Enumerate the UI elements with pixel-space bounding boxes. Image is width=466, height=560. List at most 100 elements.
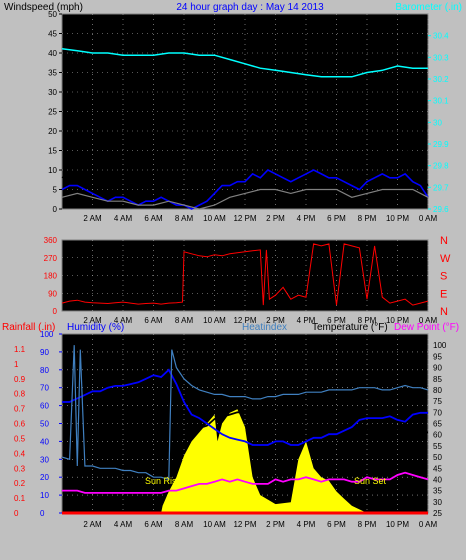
humidity-y-tick-label: 90 (40, 348, 49, 357)
time-axis-label: 6 AM (144, 316, 163, 325)
barometer-axis-label: Barometer (.in) (395, 2, 462, 13)
time-axis-label: 2 AM (83, 520, 102, 529)
rain-y-tick-label: 1 (14, 360, 19, 369)
wind-y-tick-label: 10 (48, 166, 57, 175)
time-axis-label: 10 PM (386, 520, 409, 529)
time-axis-label: 6 PM (327, 316, 346, 325)
compass-label: N (440, 235, 448, 247)
temp-y-tick-label: 100 (433, 341, 447, 350)
humidity-y-tick-label: 30 (40, 455, 49, 464)
compass-label: N (440, 306, 448, 318)
temp-y-tick-label: 85 (433, 375, 442, 384)
wind_avg-line (61, 188, 429, 210)
compass-label: W (440, 253, 451, 265)
humidity-y-tick-label: 0 (40, 509, 45, 518)
temp-y-tick-label: 65 (433, 420, 442, 429)
humidity-y-tick-label: 50 (40, 420, 49, 429)
compass-label: E (440, 288, 447, 300)
time-axis-label: 2 AM (83, 316, 102, 325)
dewpoint-line (62, 471, 429, 494)
humidity-y-tick-label: 40 (40, 437, 49, 446)
temperature-axis-label: Temperature (°F) (312, 322, 388, 333)
time-axis-label: 12 PM (233, 316, 256, 325)
temp-y-tick-label: 40 (433, 475, 442, 484)
windspeed-axis-label: Windspeed (mph) (4, 2, 83, 13)
direction-y-tick-label: 360 (44, 236, 58, 245)
wind-y-tick-label: 30 (48, 88, 57, 97)
time-axis-label: 10 PM (386, 214, 409, 223)
time-axis-label: 10 AM (203, 316, 226, 325)
barometer-y-tick-label: 29.7 (433, 183, 449, 192)
rain-y-tick-label: 0.4 (14, 449, 26, 458)
time-axis-label: 2 PM (266, 316, 285, 325)
rain-y-tick-label: 1.1 (14, 345, 26, 354)
barometer-y-tick-label: 30 (433, 118, 442, 127)
time-axis-label: 2 PM (266, 214, 285, 223)
temp-y-tick-label: 55 (433, 442, 442, 451)
wind-line (61, 169, 429, 210)
time-axis-label: 10 AM (203, 520, 226, 529)
temp-y-tick-label: 95 (433, 352, 442, 361)
humidity-y-tick-label: 80 (40, 366, 49, 375)
graph-title: 24 hour graph day : May 14 2013 (176, 2, 324, 13)
wind-y-tick-label: 5 (53, 186, 58, 195)
sunrise-label: Sun Rise (145, 476, 182, 486)
rain-y-tick-label: 0.3 (14, 464, 26, 473)
temp-y-tick-label: 80 (433, 386, 442, 395)
rain-y-tick-label: 0.6 (14, 420, 26, 429)
temp-y-tick-label: 25 (433, 509, 442, 518)
dewpoint-axis-label: Dew Point (°F) (394, 322, 459, 333)
time-axis-label: 6 AM (144, 520, 163, 529)
barometer-y-tick-label: 30.3 (433, 53, 449, 62)
time-axis-label: 12 PM (233, 214, 256, 223)
temp-y-tick-label: 90 (433, 364, 442, 373)
time-axis-label: 4 AM (114, 214, 133, 223)
wind-y-tick-label: 20 (48, 127, 57, 136)
barometer-y-tick-label: 30.1 (433, 97, 449, 106)
time-axis-label: 6 PM (327, 214, 346, 223)
gust-line (61, 137, 429, 206)
time-axis-label: 8 AM (175, 520, 194, 529)
time-axis-label: 8 PM (358, 520, 377, 529)
compass-label: S (440, 271, 447, 283)
time-axis-label: 0 AM (419, 520, 438, 529)
direction-line (61, 243, 429, 306)
humidity-y-tick-label: 10 (40, 491, 49, 500)
rainfall-axis-label: Rainfall (.in) (2, 322, 55, 333)
heatindex-label: Heatindex (242, 322, 287, 333)
wind-y-tick-label: 0 (53, 205, 58, 214)
barometer-y-tick-label: 29.6 (433, 205, 449, 214)
humidity-axis-label: Humidity (%) (67, 322, 124, 333)
time-axis-label: 6 PM (327, 520, 346, 529)
humidity-y-tick-label: 20 (40, 473, 49, 482)
direction-y-tick-label: 270 (44, 254, 58, 263)
temp-y-tick-label: 60 (433, 431, 442, 440)
barometer-y-tick-label: 29.9 (433, 140, 449, 149)
rain-y-tick-label: 0.7 (14, 405, 26, 414)
rain-y-tick-label: 0.1 (14, 494, 26, 503)
barometer-y-tick-label: 29.8 (433, 162, 449, 171)
barometer-y-tick-label: 30.4 (433, 32, 449, 41)
rain-y-tick-label: 0.5 (14, 434, 26, 443)
direction-y-tick-label: 0 (53, 307, 58, 316)
time-axis-label: 12 PM (233, 520, 256, 529)
heatindex-line (61, 345, 429, 481)
solar-area (62, 409, 428, 513)
time-axis-label: 4 PM (297, 316, 316, 325)
time-axis-label: 10 AM (203, 214, 226, 223)
time-axis-label: 2 PM (266, 520, 285, 529)
rain-y-tick-label: 0.2 (14, 479, 26, 488)
wind-y-tick-label: 25 (48, 108, 57, 117)
temp-y-tick-label: 35 (433, 487, 442, 496)
time-axis-label: 8 AM (175, 316, 194, 325)
wind-y-tick-label: 50 (48, 10, 57, 19)
humidity-y-tick-label: 100 (40, 330, 54, 339)
temp-y-tick-label: 45 (433, 464, 442, 473)
temp-y-tick-label: 70 (433, 408, 442, 417)
time-axis-label: 6 AM (144, 214, 163, 223)
direction-y-tick-label: 180 (44, 272, 58, 281)
wind-y-tick-label: 45 (48, 30, 57, 39)
rain-y-tick-label: 0.8 (14, 390, 26, 399)
wind-y-tick-label: 40 (48, 49, 57, 58)
rain-y-tick-label: 0.9 (14, 375, 26, 384)
